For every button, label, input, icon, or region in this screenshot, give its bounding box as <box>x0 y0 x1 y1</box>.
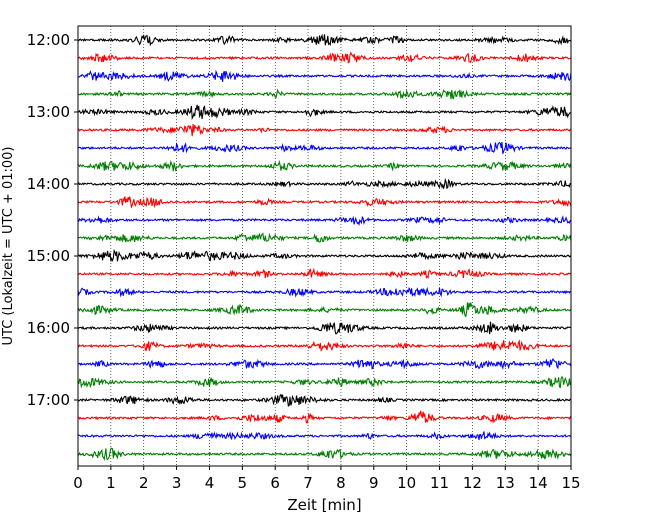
trace-17:45 <box>77 447 572 462</box>
x-axis-ticks: 0 1 2 3 4 5 6 7 8 9 10 11 12 13 14 15 <box>73 466 581 492</box>
x-tick-label-0: 0 <box>73 474 83 492</box>
trace-14:15 <box>77 196 572 209</box>
plot-frame <box>77 25 572 467</box>
trace-15:00 <box>77 248 572 262</box>
x-tick-label-11: 11 <box>430 474 449 492</box>
y-tick-label-16:00: 16:00 <box>27 319 70 337</box>
x-tick-label-2: 2 <box>139 474 149 492</box>
trace-16:45 <box>77 375 572 389</box>
y-tick-label-15:00: 15:00 <box>27 247 70 265</box>
trace-12:00 <box>77 33 572 47</box>
y-axis-ticks: 12:00 13:00 14:00 15:00 16:00 17:00 <box>27 31 78 409</box>
x-tick-label-13: 13 <box>496 474 515 492</box>
trace-17:00 <box>77 393 572 407</box>
x-tick-label-1: 1 <box>106 474 116 492</box>
trace-17:30 <box>77 431 572 441</box>
trace-13:00 <box>77 104 572 121</box>
trace-15:30 <box>77 286 572 298</box>
y-tick-label-12:00: 12:00 <box>27 31 70 49</box>
trace-15:45 <box>77 302 572 318</box>
x-axis-label: Zeit [min] <box>287 496 361 514</box>
vertical-grid <box>110 26 539 466</box>
trace-15:15 <box>77 267 572 280</box>
trace-17:15 <box>77 410 572 424</box>
y-tick-label-17:00: 17:00 <box>27 391 70 409</box>
y-tick-label-14:00: 14:00 <box>27 175 70 193</box>
trace-12:15 <box>77 51 572 64</box>
trace-12:30 <box>77 69 572 83</box>
trace-14:45 <box>77 232 572 243</box>
x-tick-label-10: 10 <box>397 474 416 492</box>
x-tick-label-4: 4 <box>205 474 215 492</box>
x-tick-label-14: 14 <box>529 474 548 492</box>
trace-16:00 <box>77 321 572 335</box>
x-tick-label-5: 5 <box>238 474 248 492</box>
x-tick-label-7: 7 <box>303 474 313 492</box>
trace-12:45 <box>77 88 572 100</box>
x-tick-label-12: 12 <box>463 474 482 492</box>
trace-16:15 <box>77 339 572 353</box>
trace-14:00 <box>77 177 572 190</box>
trace-13:15 <box>77 124 572 137</box>
trace-16:30 <box>77 357 572 370</box>
trace-14:30 <box>77 215 572 227</box>
x-tick-label-8: 8 <box>336 474 346 492</box>
x-tick-label-9: 9 <box>369 474 379 492</box>
x-tick-label-15: 15 <box>561 474 580 492</box>
y-axis-label: UTC (Lokalzeit = UTC + 01:00) <box>1 147 16 346</box>
y-tick-label-13:00: 13:00 <box>27 103 70 121</box>
x-tick-label-3: 3 <box>172 474 182 492</box>
trace-13:45 <box>77 159 572 172</box>
trace-13:30 <box>77 141 572 154</box>
x-tick-label-6: 6 <box>270 474 280 492</box>
trace-group <box>77 33 572 462</box>
